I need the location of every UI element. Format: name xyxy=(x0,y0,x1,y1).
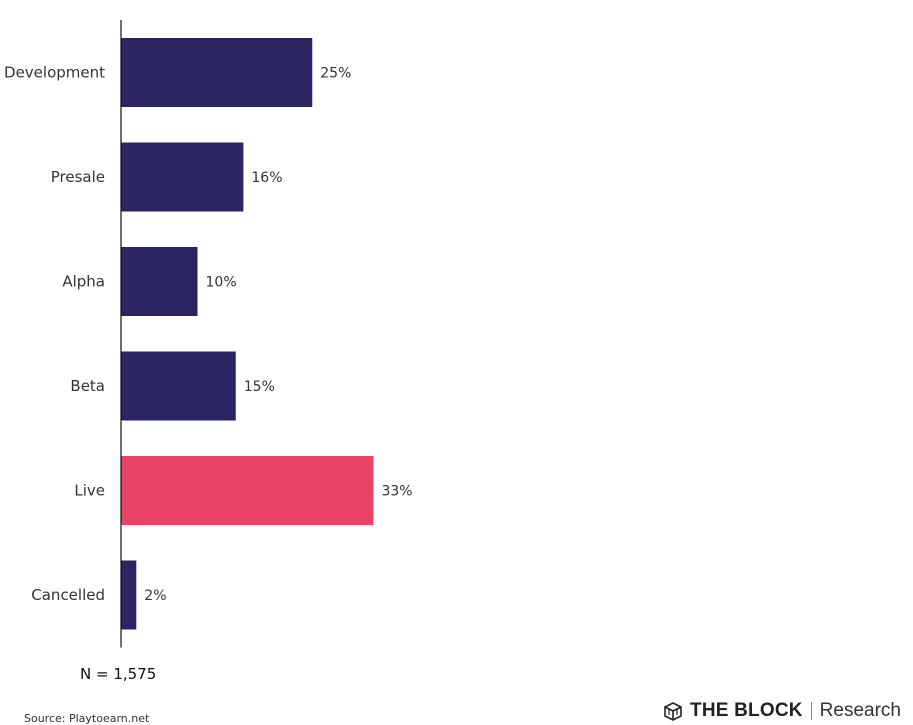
category-label-beta: Beta xyxy=(70,377,105,395)
value-label-beta: 15% xyxy=(244,379,275,395)
bar-development xyxy=(121,38,313,107)
source-note: Source: Playtoearn.net xyxy=(24,712,150,725)
brand-divider xyxy=(810,702,812,720)
value-label-cancelled: 2% xyxy=(144,588,166,604)
value-label-live: 33% xyxy=(381,484,412,500)
bar-chart: Development Presale Alpha Beta Live Cancelled… xyxy=(4,20,413,648)
bar-cancelled xyxy=(121,560,137,630)
category-label-development: Development xyxy=(4,64,105,82)
bars-group xyxy=(121,38,374,630)
category-label-alpha: Alpha xyxy=(62,273,105,291)
value-labels-group: 25% 16% 10% 15% 33% 2% xyxy=(144,66,412,605)
brand-logo: THE BLOCK Research xyxy=(662,700,901,722)
value-label-presale: 16% xyxy=(251,170,282,186)
sample-size-label: N = 1,575 xyxy=(80,665,157,683)
bar-alpha xyxy=(121,247,198,316)
brand-name: THE BLOCK xyxy=(690,700,803,721)
category-label-presale: Presale xyxy=(51,168,105,186)
bar-beta xyxy=(121,351,236,421)
category-label-cancelled: Cancelled xyxy=(31,586,105,604)
value-label-alpha: 10% xyxy=(206,275,237,291)
bar-live xyxy=(121,456,374,525)
category-labels-group: Development Presale Alpha Beta Live Cancelled xyxy=(4,64,105,605)
cube-icon xyxy=(664,702,682,721)
brand-suffix: Research xyxy=(819,700,901,721)
category-label-live: Live xyxy=(74,482,105,500)
bar-presale xyxy=(121,142,244,212)
value-label-development: 25% xyxy=(320,66,351,82)
